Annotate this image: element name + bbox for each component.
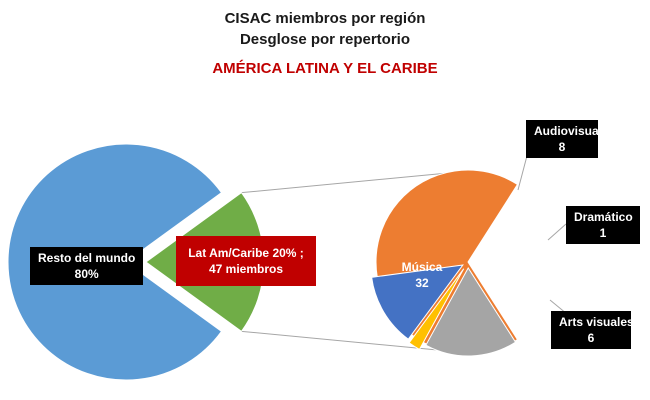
label-dramatico-value: 1 — [599, 226, 607, 240]
slice-audiovisual — [425, 267, 517, 357]
label-arts-visuales-name: Arts visuales — [559, 315, 634, 329]
label-resto-del-mundo: Resto del mundo 80% — [30, 247, 144, 285]
connector-line-top — [241, 172, 449, 194]
label-latam-name: Lat Am/Caribe 20% ; — [188, 246, 304, 260]
label-musica-value: 32 — [415, 276, 429, 290]
slice-dramatico — [408, 268, 465, 351]
label-latam: Lat Am/Caribe 20% ; 47 miembros — [176, 236, 316, 286]
label-dramatico-name: Dramático — [574, 210, 633, 224]
label-audiovisual: Audiovisual 8 — [526, 120, 603, 158]
connector-line-bottom — [241, 330, 449, 352]
label-resto-del-mundo-name: Resto del mundo — [38, 251, 136, 265]
chart-subtitle: Desglose por repertorio — [239, 31, 411, 48]
label-audiovisual-value: 8 — [558, 140, 566, 154]
leader-line-audiovisual — [517, 151, 529, 191]
leader-line-dramatico — [547, 223, 567, 241]
label-resto-del-mundo-value: 80% — [74, 267, 99, 281]
label-arts-visuales: Arts visuales 6 — [551, 311, 634, 349]
chart-title: CISAC miembros por región — [224, 10, 426, 27]
label-audiovisual-name: Audiovisual — [534, 124, 603, 138]
label-musica-name: Música — [401, 260, 443, 274]
slice-arts-visuales — [371, 264, 464, 340]
label-dramatico: Dramático 1 — [566, 206, 640, 244]
label-arts-visuales-value: 6 — [587, 331, 595, 345]
label-musica: Música 32 — [398, 259, 446, 291]
region-title: AMÉRICA LATINA Y EL CARIBE — [212, 60, 438, 77]
label-latam-value: 47 miembros — [208, 262, 284, 276]
